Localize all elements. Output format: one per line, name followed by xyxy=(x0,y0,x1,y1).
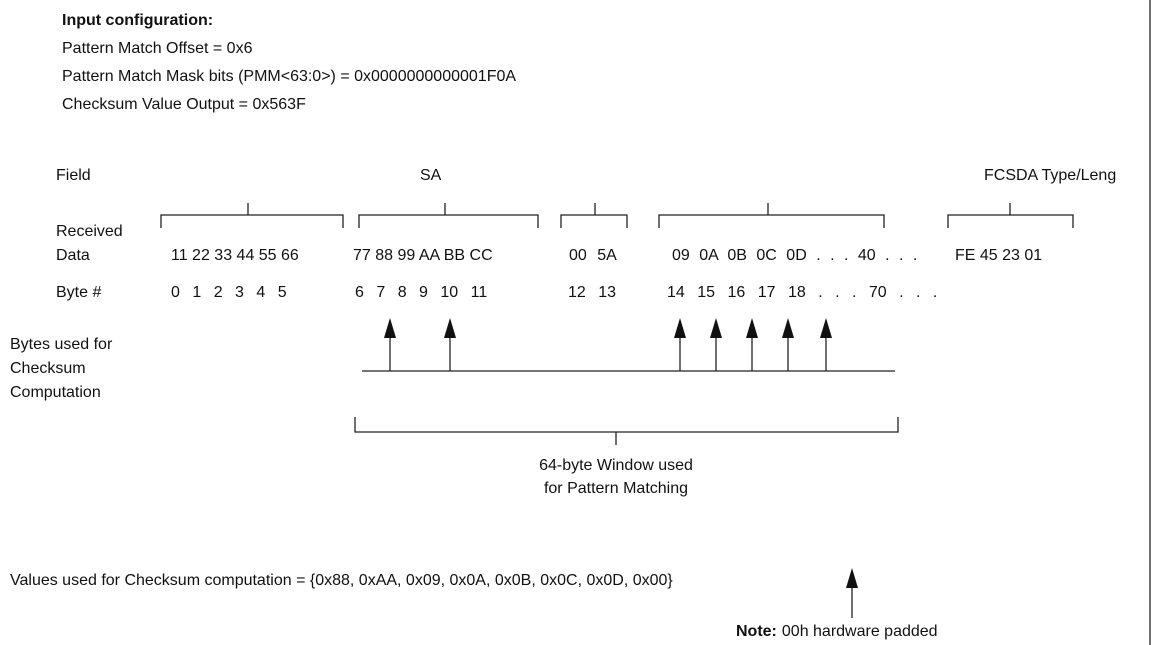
row-label: Field xyxy=(56,167,91,184)
row-label: Computation xyxy=(10,384,101,401)
data-group: 11 22 33 44 55 66 xyxy=(171,247,299,264)
note: Note: 00h hardware padded xyxy=(736,623,938,640)
arrowhead xyxy=(384,318,396,338)
data-group: 00 5A xyxy=(569,247,617,264)
row-label: Bytes used for xyxy=(10,336,113,353)
config-line: Pattern Match Mask bits (PMM<63:0>) = 0x… xyxy=(62,68,516,85)
row-label: Byte # xyxy=(56,284,101,301)
config-line: Checksum Value Output = 0x563F xyxy=(62,96,306,113)
data-group: 77 88 99 AA BB CC xyxy=(353,247,493,264)
config-line: Pattern Match Offset = 0x6 xyxy=(62,40,253,57)
data-group: 09 0A 0B 0C 0D . . . 40 . . . xyxy=(672,247,917,264)
values-line: Values used for Checksum computation = {… xyxy=(10,572,673,589)
field-name: FCSDA Type/Leng xyxy=(984,167,1116,184)
arrowhead xyxy=(674,318,686,338)
arrowhead xyxy=(820,318,832,338)
byte-group: 6 7 8 9 10 11 xyxy=(355,284,487,301)
byte-group: 0 1 2 3 4 5 xyxy=(171,284,287,301)
window-bracket xyxy=(354,417,899,445)
arrowhead xyxy=(710,318,722,338)
data-group: FE 45 23 01 xyxy=(955,247,1042,264)
arrowhead xyxy=(444,318,456,338)
row-label: Checksum xyxy=(10,360,86,377)
row-label: Received xyxy=(56,223,123,240)
checksum-arrows xyxy=(362,318,895,372)
window-label: for Pattern Matching xyxy=(544,480,688,497)
note-text: 00h hardware padded xyxy=(782,623,938,640)
config-title: Input configuration: xyxy=(62,12,213,29)
brackets xyxy=(160,203,1074,228)
note-label: Note: xyxy=(736,623,777,640)
arrowhead xyxy=(746,318,758,338)
window-label: 64-byte Window used xyxy=(539,457,693,474)
row-label: Data xyxy=(56,247,90,264)
byte-group: 12 13 xyxy=(568,284,616,301)
field-name: SA xyxy=(420,167,442,184)
note-arrowhead xyxy=(846,568,858,588)
byte-group: 14 15 16 17 18 . . . 70 . . . xyxy=(667,284,937,301)
arrowhead xyxy=(782,318,794,338)
